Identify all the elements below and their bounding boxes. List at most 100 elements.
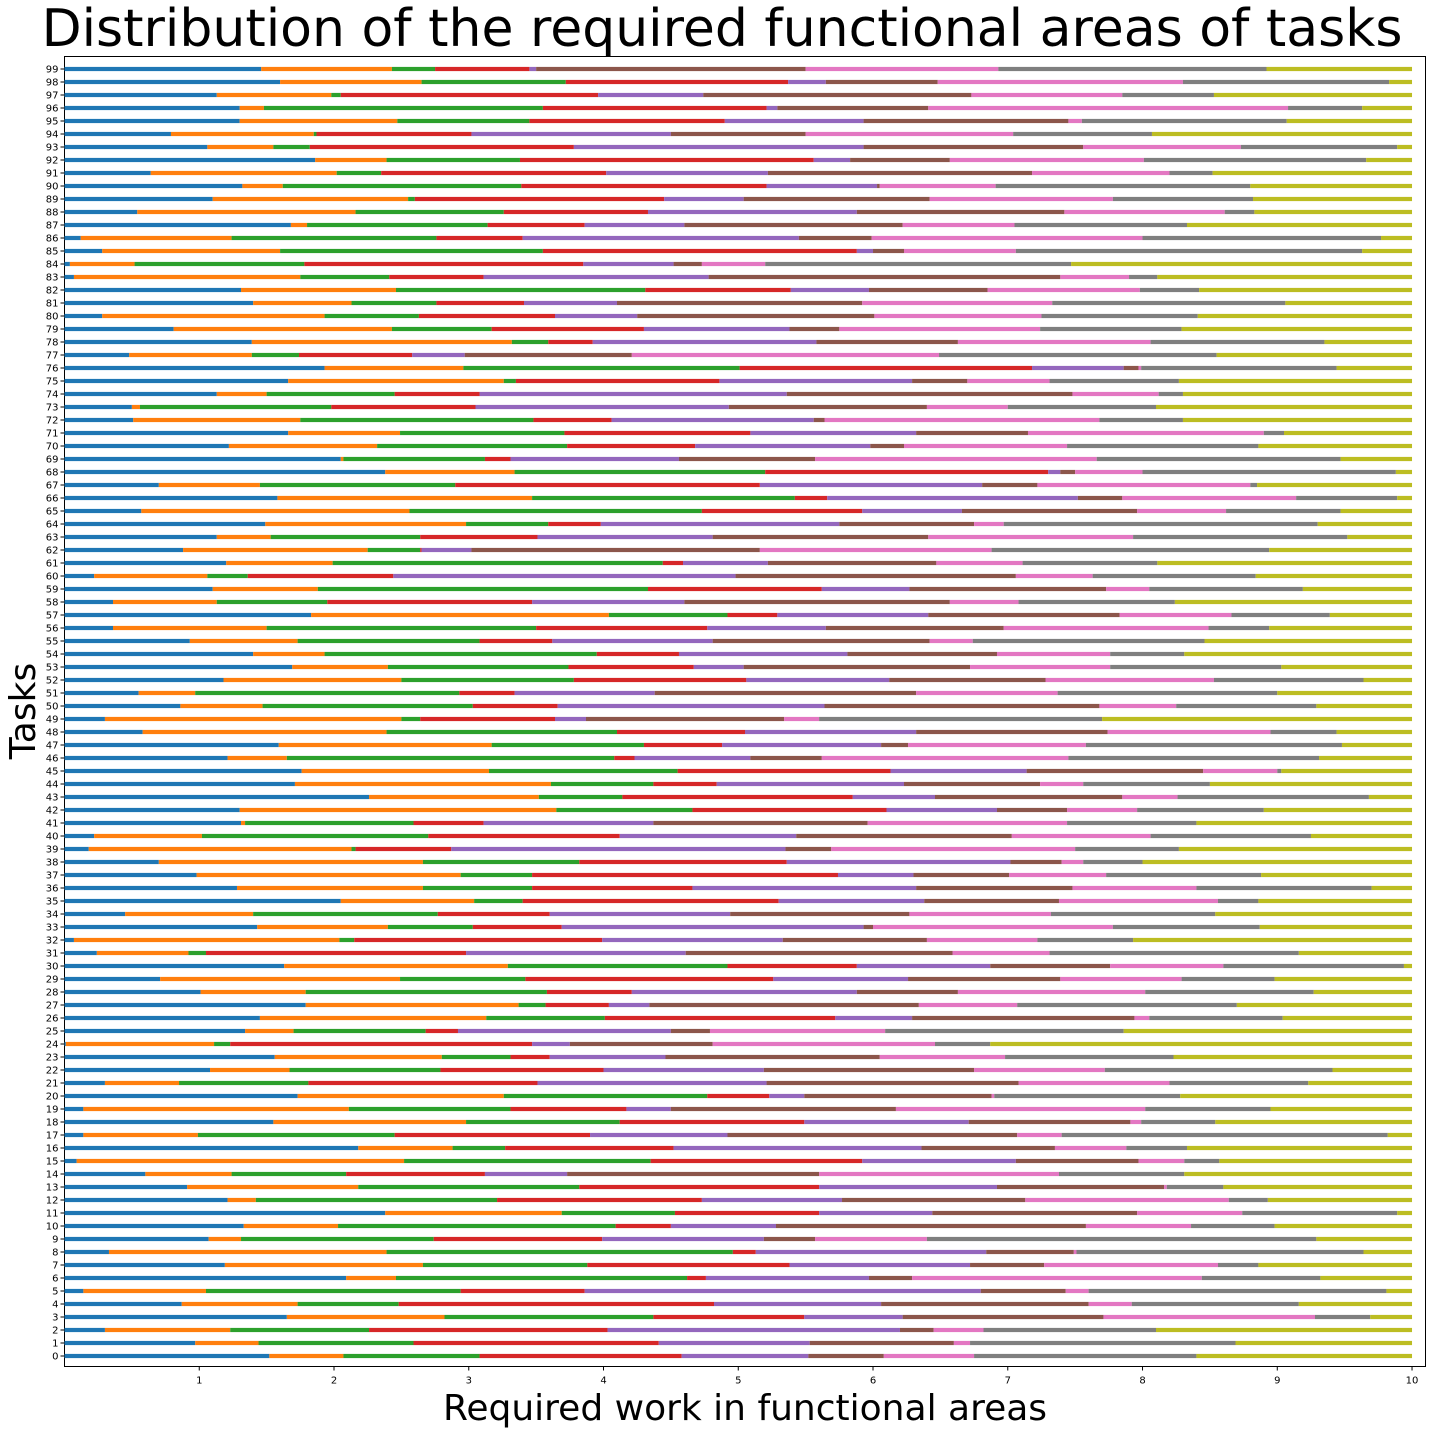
bar-segment (1007, 404, 1156, 410)
bar-segment (369, 794, 539, 800)
bar-segment (821, 755, 1069, 761)
y-tick-label: 22 (46, 1066, 59, 1077)
y-tick-label: 19 (46, 1105, 59, 1116)
bar-segment (387, 924, 473, 930)
bar-segment (521, 183, 767, 189)
x-tick-label: 6 (870, 1376, 876, 1387)
bar-segment (1269, 625, 1413, 631)
bar-segment (850, 157, 950, 163)
bar-segment (862, 1158, 1016, 1164)
y-tick-label: 34 (46, 910, 59, 921)
bar-segment (681, 1353, 809, 1359)
y-tick-label: 28 (46, 988, 59, 999)
bar-segment (670, 1028, 710, 1034)
bar-segment (856, 963, 991, 969)
bar-segment (685, 950, 953, 956)
bar-segment (160, 976, 401, 982)
bar-segment (64, 131, 171, 137)
bar-segment (293, 1028, 426, 1034)
bar-segment (637, 313, 875, 319)
bar-segment (104, 716, 402, 722)
bar-segment (273, 144, 310, 150)
bar-segment (1302, 586, 1413, 592)
y-tick-label: 51 (46, 689, 59, 700)
bar-segment (687, 1275, 706, 1281)
bar-segment (251, 339, 512, 345)
bar-segment (437, 911, 550, 917)
y-tick-label: 92 (46, 156, 59, 167)
bar-segment (537, 1080, 767, 1086)
bar-segment (1370, 1314, 1413, 1320)
bar-segment (1045, 677, 1214, 683)
bar-segment (750, 430, 917, 436)
bar-segment (916, 690, 1058, 696)
bar-segment (381, 170, 607, 176)
bar-segment (998, 66, 1267, 72)
bar-segment (64, 859, 159, 865)
bar-segment (64, 1119, 274, 1125)
bar-segment (1199, 287, 1413, 293)
bar-segment (1180, 1093, 1413, 1099)
bar-segment (839, 521, 975, 527)
bar-segment (1313, 989, 1413, 995)
bar-segment (257, 924, 388, 930)
bar-segment (104, 1080, 180, 1086)
bar-segment (767, 170, 1033, 176)
bar-segment (1122, 92, 1214, 98)
bar-segment (777, 105, 929, 111)
bar-segment (573, 677, 747, 683)
bar-segment (274, 1054, 442, 1060)
bar-segment (64, 1132, 84, 1138)
bar-segment (573, 144, 864, 150)
bar-segment (532, 885, 693, 891)
bar-segment (1254, 209, 1413, 215)
bar-segment (1250, 482, 1258, 488)
bar-segment (354, 937, 603, 943)
bar-segment (158, 482, 260, 488)
bar-segment (339, 937, 355, 943)
bar-segment (567, 1171, 820, 1177)
y-tick-label: 44 (46, 780, 59, 791)
bar-segment (692, 885, 917, 891)
bar-segment (569, 1041, 713, 1047)
bar-segment (297, 1093, 504, 1099)
bar-segment (971, 92, 1123, 98)
bar-segment (674, 1210, 820, 1216)
bar-segment (145, 1171, 232, 1177)
bar-segment (1217, 898, 1259, 904)
bar-segment (902, 1314, 1104, 1320)
bar-segment (280, 79, 422, 85)
bar-segment (987, 287, 1140, 293)
bar-segment (64, 1223, 244, 1229)
y-tick-label: 97 (46, 91, 59, 102)
bar-segment (181, 1301, 298, 1307)
bar-segment (420, 534, 538, 540)
bar-segment (730, 911, 910, 917)
bar-segment (788, 79, 826, 85)
bar-segment (1186, 1145, 1413, 1151)
bar-segment (1184, 1158, 1220, 1164)
bar-segment (1075, 846, 1179, 852)
bar-segment (355, 846, 452, 852)
bar-segment (1075, 469, 1143, 475)
bar-segment (224, 1262, 423, 1268)
bar-segment (1110, 963, 1224, 969)
bar-segment (64, 261, 70, 267)
bar-segment (722, 742, 882, 748)
bar-segment (230, 1041, 533, 1047)
bar-segment (665, 1054, 880, 1060)
bar-segment (862, 508, 962, 514)
bar-segment (1363, 677, 1413, 683)
bar-segment (990, 1041, 1413, 1047)
bar-segment (324, 365, 464, 371)
bar-segment (1060, 976, 1182, 982)
bar-segment (223, 677, 402, 683)
bar-segment (890, 768, 1027, 774)
bar-segment (1317, 521, 1413, 527)
bar-segment (1137, 807, 1264, 813)
bar-segment (548, 339, 593, 345)
bar-segment (873, 924, 1113, 930)
bar-segment (608, 612, 728, 618)
bar-segment (532, 1041, 570, 1047)
bar-segment (870, 443, 905, 449)
